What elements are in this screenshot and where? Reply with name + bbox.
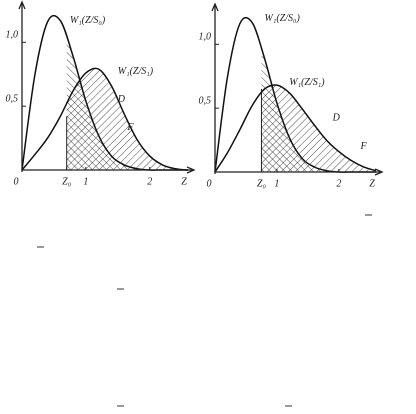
hatched-area <box>261 85 376 172</box>
region-label: F <box>126 122 134 133</box>
curve-label: W₁(Z/S₁) <box>289 77 325 88</box>
y-tick-label: 1,0 <box>199 32 212 43</box>
region-label: D <box>117 94 126 105</box>
region-label: D <box>332 113 341 124</box>
x-tick-label: 2 <box>147 176 152 187</box>
x-arrow <box>186 166 196 174</box>
y-arrow <box>211 2 219 12</box>
curve-label: W₁(Z/S₀) <box>265 13 301 24</box>
curve-label: W₁(Z/S₁) <box>118 66 154 77</box>
y-tick-label: 1,0 <box>6 30 19 41</box>
x-tick-label: 0 <box>207 178 212 189</box>
x-tick-label: 1 <box>83 176 88 187</box>
stray-marks <box>37 214 372 407</box>
x-tick-label: 2 <box>336 178 341 189</box>
hatched-area <box>66 68 188 170</box>
x-tick-label: 1 <box>274 178 279 189</box>
x-arrow <box>374 168 384 176</box>
y-tick-label: 0,5 <box>6 93 19 104</box>
region-label: F <box>360 141 368 152</box>
y-arrow <box>18 0 26 10</box>
x-axis-label: Z <box>181 176 187 187</box>
x-tick-label: 0 <box>14 176 19 187</box>
y-tick-label: 0,5 <box>199 95 212 106</box>
x-axis-label: Z <box>369 178 375 189</box>
curve-label: W₁(Z/S₀) <box>70 15 106 26</box>
curve <box>214 84 377 173</box>
x-tick-label: Z₀ <box>257 178 267 189</box>
x-tick-label: Z₀ <box>62 176 72 187</box>
curve <box>21 67 189 171</box>
